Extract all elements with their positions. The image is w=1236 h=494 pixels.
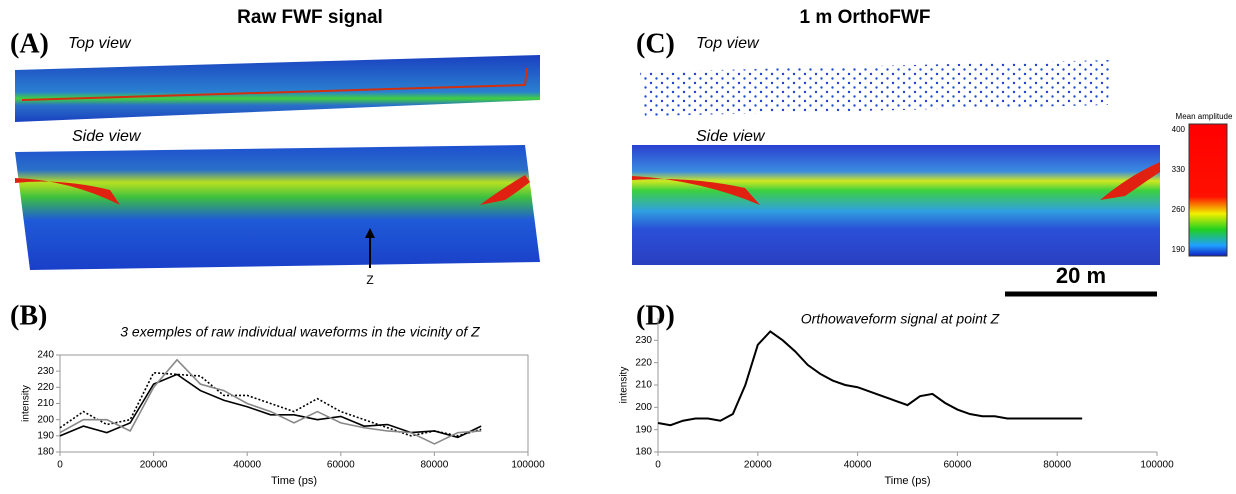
view-label: Top view: [68, 35, 132, 52]
x-tick-label: 100000: [511, 460, 545, 471]
x-axis-label: Time (ps): [884, 475, 930, 487]
point-cloud-top: [15, 55, 540, 122]
colorbar-tick-label: 190: [1172, 245, 1186, 254]
x-axis-label: Time (ps): [271, 475, 317, 487]
panel-title: Raw FWF signal: [237, 7, 383, 28]
arrow-head: [365, 228, 375, 238]
y-tick-label: 190: [635, 424, 652, 435]
y-tick-label: 200: [37, 414, 54, 425]
point-cloud-side: [15, 145, 540, 270]
waveform-line: [657, 330, 1083, 427]
y-tick-label: 220: [635, 357, 652, 368]
x-tick-label: 80000: [1043, 460, 1071, 471]
point-cloud-side: [632, 145, 1160, 265]
y-tick-label: 180: [635, 447, 652, 458]
y-axis-label: intensity: [21, 385, 32, 422]
view-label: Side view: [696, 128, 766, 145]
chart-title: 3 exemples of raw individual waveforms i…: [120, 324, 480, 340]
waveform-line: [59, 371, 482, 437]
panel-label: (C): [636, 28, 675, 59]
x-tick-label: 0: [655, 460, 661, 471]
point-cloud-edge: [21, 67, 528, 101]
point-label: Z: [366, 273, 373, 287]
y-tick-label: 200: [635, 402, 652, 413]
x-tick-label: 20000: [140, 460, 168, 471]
x-tick-label: 40000: [233, 460, 261, 471]
x-tick-label: 60000: [327, 460, 355, 471]
colorbar: [1188, 123, 1228, 257]
colorbar-tick-label: 330: [1172, 165, 1186, 174]
y-tick-label: 210: [635, 380, 652, 391]
x-tick-label: 80000: [420, 460, 448, 471]
scale-label: 20 m: [1056, 263, 1106, 288]
x-tick-label: 0: [57, 460, 63, 471]
view-label: Side view: [72, 128, 142, 145]
y-tick-label: 230: [635, 335, 652, 346]
x-tick-label: 60000: [943, 460, 971, 471]
view-label: Top view: [696, 35, 760, 52]
x-tick-label: 20000: [744, 460, 772, 471]
chart-title: Orthowaveform signal at point Z: [801, 311, 1000, 327]
panel-label: (A): [10, 28, 49, 59]
y-tick-label: 220: [37, 382, 54, 393]
waveform-line: [59, 358, 482, 445]
y-tick-label: 240: [37, 350, 54, 361]
y-axis-label: intensity: [619, 367, 630, 404]
y-tick-label: 230: [37, 366, 54, 377]
y-tick-label: 190: [37, 430, 54, 441]
point-grid-top: [640, 60, 1110, 116]
panel-label: (B): [10, 300, 47, 331]
panel-title: 1 m OrthoFWF: [800, 7, 931, 28]
panel-label: (D): [636, 300, 675, 331]
colorbar-tick-label: 400: [1172, 125, 1186, 134]
x-tick-label: 40000: [844, 460, 872, 471]
colorbar-tick-label: 260: [1172, 205, 1186, 214]
x-tick-label: 100000: [1140, 460, 1174, 471]
colorbar-title: Mean amplitude: [1176, 112, 1233, 121]
y-tick-label: 210: [37, 398, 54, 409]
y-tick-label: 180: [37, 447, 54, 458]
